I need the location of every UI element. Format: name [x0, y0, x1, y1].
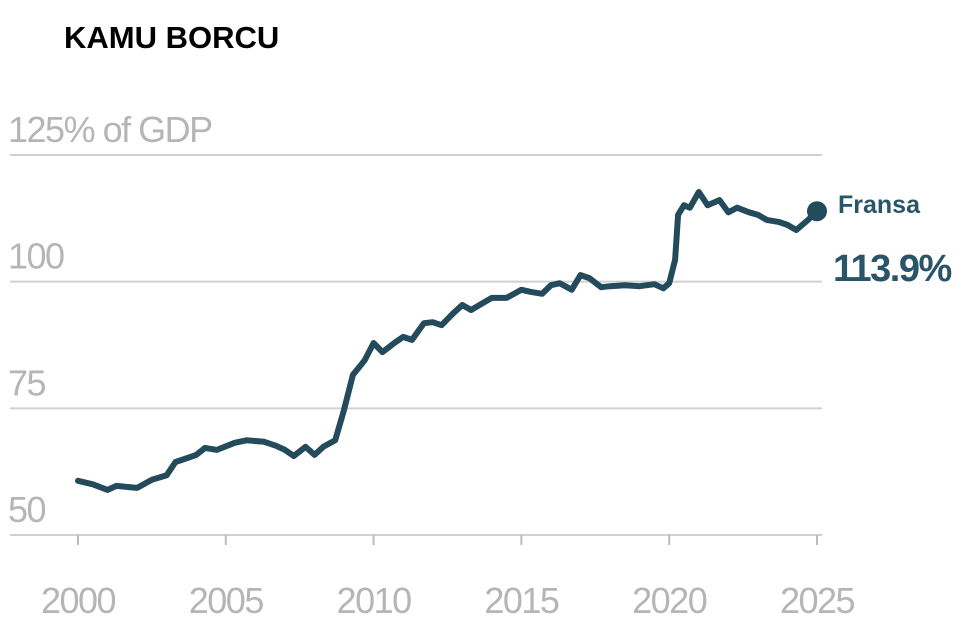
line [75, 189, 820, 493]
annotation: 113.9% [833, 248, 951, 290]
x-tick-label: 2000 [41, 580, 116, 621]
x-tick-label: 2010 [337, 580, 412, 621]
x-tick-label: 2020 [632, 580, 707, 621]
y-tick-label: 100 [8, 236, 64, 277]
y-tick-label: 125% of GDP [8, 109, 212, 150]
y-tick-label: 50 [8, 489, 46, 530]
chart-title: KAMU BORCU [64, 20, 279, 55]
x-tick-label: 2005 [189, 580, 264, 621]
y-tick-label: 75 [8, 362, 46, 403]
x-tick-label: 2015 [484, 580, 559, 621]
series-label: Fransa [838, 191, 921, 219]
x-tick-label: 2025 [780, 580, 855, 621]
end-dot [807, 201, 827, 222]
